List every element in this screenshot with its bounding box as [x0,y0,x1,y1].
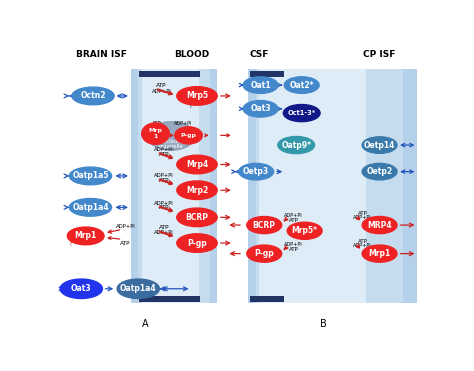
Text: P-gp: P-gp [181,133,197,138]
Ellipse shape [177,208,217,227]
Text: ADP+Pi: ADP+Pi [174,121,192,125]
Text: CP ISF: CP ISF [363,50,395,59]
Text: BLOOD: BLOOD [174,50,209,59]
Text: ATP: ATP [156,83,167,88]
FancyBboxPatch shape [139,296,201,302]
Text: ATP: ATP [120,240,131,246]
Ellipse shape [177,181,217,200]
Text: ADP+Pi: ADP+Pi [152,89,171,94]
FancyBboxPatch shape [142,69,199,303]
FancyBboxPatch shape [139,71,201,76]
Ellipse shape [278,137,315,154]
Ellipse shape [239,163,273,180]
Ellipse shape [177,234,217,252]
Ellipse shape [362,245,397,262]
FancyBboxPatch shape [249,71,284,76]
Text: ATP: ATP [358,239,368,243]
Text: ADP+Pi: ADP+Pi [154,173,174,178]
Text: MRP4: MRP4 [367,221,392,230]
Text: Mrp5: Mrp5 [186,91,208,101]
Ellipse shape [247,217,282,234]
Ellipse shape [243,77,278,93]
Text: ?: ? [189,101,193,110]
Ellipse shape [72,87,114,105]
Text: ATP: ATP [358,211,368,216]
Ellipse shape [177,87,217,105]
Ellipse shape [362,217,397,234]
Text: B: B [320,319,327,329]
Text: Oatp9*: Oatp9* [281,141,311,150]
Text: Oatp1a4: Oatp1a4 [120,284,156,293]
Text: Oct1-3*: Oct1-3* [288,110,316,116]
Text: Mrp
1: Mrp 1 [148,128,163,139]
Text: Mrp5*: Mrp5* [292,226,318,235]
Text: ADP+Pi: ADP+Pi [284,242,303,247]
Text: Octn2: Octn2 [80,91,106,101]
Text: ADP+Pi: ADP+Pi [154,230,174,235]
Ellipse shape [287,222,322,239]
Text: Oat3: Oat3 [250,104,271,113]
FancyBboxPatch shape [256,69,403,303]
Text: P-gp: P-gp [187,239,207,247]
Text: ATP: ATP [289,247,299,252]
Text: ATP: ATP [159,226,169,230]
Text: A: A [142,319,149,329]
FancyBboxPatch shape [248,69,418,303]
FancyBboxPatch shape [259,69,366,303]
Ellipse shape [142,123,169,144]
Text: P-gp: P-gp [255,249,274,258]
Text: Oatp1a4: Oatp1a4 [72,203,109,212]
Ellipse shape [283,105,320,122]
Ellipse shape [177,155,217,174]
FancyBboxPatch shape [249,296,284,302]
Text: BRAIN ISF: BRAIN ISF [76,50,127,59]
Ellipse shape [60,279,102,299]
Text: ADP+Pi: ADP+Pi [116,224,135,229]
Text: Oat2*: Oat2* [290,81,314,89]
Text: Oetp3: Oetp3 [243,167,269,176]
Text: ADP+Pi: ADP+Pi [154,147,174,152]
Text: Mrp1: Mrp1 [368,249,391,258]
Text: BCRP: BCRP [253,221,276,230]
Text: Oat3: Oat3 [71,284,91,293]
Ellipse shape [69,198,111,216]
Ellipse shape [362,137,397,153]
Text: CSF: CSF [250,50,269,59]
Text: ATP: ATP [159,178,169,183]
Text: ADP+Pi: ADP+Pi [353,243,372,249]
Text: ATP: ATP [289,218,299,223]
FancyBboxPatch shape [131,69,217,303]
Text: Nucleus /
organelle: Nucleus / organelle [159,138,183,150]
Text: ATP: ATP [152,121,162,125]
Text: Oat1: Oat1 [250,81,271,89]
Text: ?: ? [68,239,72,247]
Text: ADP+Pi: ADP+Pi [154,201,174,206]
Ellipse shape [147,122,195,150]
Ellipse shape [67,227,104,245]
Text: BCRP: BCRP [185,213,209,222]
Ellipse shape [175,127,202,144]
Text: ATP: ATP [159,152,169,157]
Ellipse shape [284,77,319,93]
Text: ADP+Pi: ADP+Pi [284,213,303,219]
Text: Oetp14: Oetp14 [364,141,395,150]
Text: Oetp2: Oetp2 [366,167,392,176]
Text: Mrp4: Mrp4 [186,160,208,169]
Text: ADP+Pi: ADP+Pi [353,216,372,220]
Text: Oatp1a5: Oatp1a5 [72,171,109,180]
Ellipse shape [362,163,397,180]
Ellipse shape [69,167,111,185]
FancyBboxPatch shape [138,69,210,303]
Text: Mrp1: Mrp1 [74,232,97,240]
Text: ATP: ATP [159,205,169,210]
Ellipse shape [117,279,159,299]
Ellipse shape [247,245,282,262]
Ellipse shape [243,101,278,117]
Text: Mrp2: Mrp2 [186,186,208,195]
